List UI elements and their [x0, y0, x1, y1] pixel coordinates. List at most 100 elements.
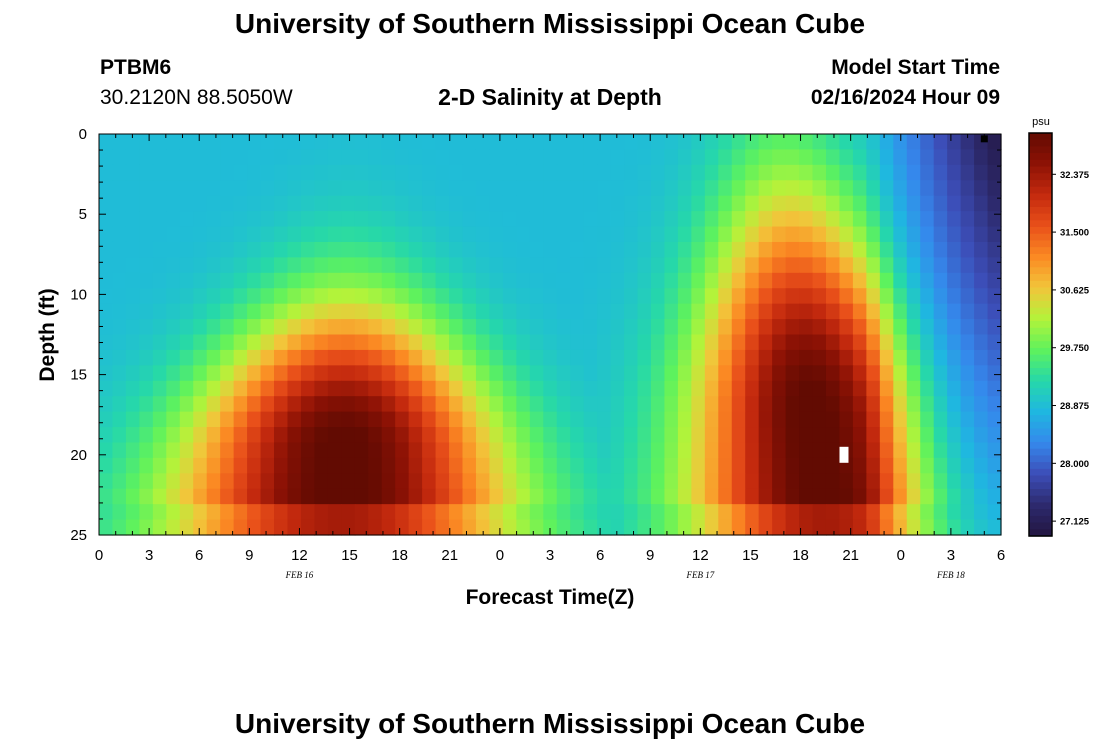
heatmap-cell	[529, 349, 544, 366]
heatmap-cell	[274, 334, 289, 351]
heatmap-cell	[395, 396, 410, 413]
heatmap-cell	[543, 488, 558, 505]
heatmap-cell	[435, 272, 450, 289]
heatmap-cell	[247, 349, 262, 366]
heatmap-cell	[193, 396, 208, 413]
heatmap-cell	[839, 349, 854, 366]
heatmap-cell	[395, 211, 410, 228]
heatmap-cell	[435, 180, 450, 197]
heatmap-cell	[556, 473, 571, 490]
heatmap-cell	[220, 380, 235, 397]
heatmap-cell	[583, 180, 598, 197]
heatmap-cell	[718, 457, 733, 474]
colorbar-swatch	[1029, 381, 1052, 389]
heatmap-cell	[799, 226, 814, 243]
heatmap-cell	[125, 180, 140, 197]
heatmap-cell	[677, 164, 692, 181]
heatmap-cell	[99, 365, 114, 382]
heatmap-cell	[610, 180, 625, 197]
heatmap-cell	[960, 488, 975, 505]
heatmap-cell	[933, 164, 948, 181]
heatmap-cell	[610, 134, 625, 151]
heatmap-cell	[502, 319, 517, 336]
heatmap-cell	[704, 288, 719, 305]
heatmap-cell	[758, 427, 773, 444]
heatmap-cell	[691, 195, 706, 212]
heatmap-cell	[422, 164, 437, 181]
heatmap-cell	[166, 211, 181, 228]
colorbar-swatch	[1029, 186, 1052, 195]
heatmap-cell	[327, 272, 342, 289]
heatmap-cell	[166, 349, 181, 366]
heatmap-cell	[947, 319, 962, 336]
heatmap-cell	[139, 211, 154, 228]
heatmap-cell	[435, 303, 450, 320]
heatmap-cell	[610, 519, 625, 536]
heatmap-cell	[893, 164, 908, 181]
heatmap-cell	[475, 488, 491, 505]
heatmap-cell	[745, 303, 760, 320]
heatmap-cell	[987, 241, 1002, 258]
y-tick-label: 15	[70, 367, 87, 384]
heatmap-cell	[947, 195, 962, 212]
heatmap-cell	[583, 288, 598, 305]
heatmap-cell	[314, 504, 329, 521]
heatmap-cell	[449, 272, 464, 289]
heatmap-cell	[610, 241, 625, 258]
heatmap-cell	[449, 365, 464, 382]
heatmap-cell	[260, 519, 275, 536]
heatmap-cell	[408, 334, 423, 351]
heatmap-cell	[920, 303, 935, 320]
heatmap-cell	[449, 504, 464, 521]
heatmap-cell	[381, 303, 396, 320]
heatmap-cell	[879, 396, 894, 413]
x-tick-label: 12	[692, 547, 709, 564]
heatmap-cell	[758, 226, 773, 243]
heatmap-cell	[772, 149, 787, 166]
heatmap-cell	[583, 149, 598, 166]
heatmap-cell	[704, 195, 719, 212]
heatmap-cell	[260, 164, 275, 181]
heatmap-cell	[920, 365, 935, 382]
heatmap-cell	[933, 488, 948, 505]
heatmap-cell	[449, 180, 464, 197]
heatmap-cell	[274, 149, 289, 166]
heatmap-cell	[637, 473, 652, 490]
heatmap-cell	[354, 211, 369, 228]
heatmap-cell	[543, 334, 558, 351]
heatmap-cell	[206, 334, 221, 351]
heatmap-cell	[879, 349, 894, 366]
heatmap-cell	[179, 272, 194, 289]
heatmap-cell	[624, 211, 639, 228]
heatmap-cell	[677, 319, 692, 336]
colorbar-swatch	[1029, 321, 1052, 329]
heatmap-cell	[799, 319, 814, 336]
heatmap-cell	[139, 226, 154, 243]
heatmap-cell	[691, 257, 706, 274]
heatmap-cell	[799, 519, 814, 536]
heatmap-cell	[825, 380, 841, 397]
heatmap-cell	[368, 257, 383, 274]
heatmap-cell	[650, 226, 666, 243]
heatmap-cell	[893, 365, 908, 382]
heatmap-cell	[987, 396, 1002, 413]
heatmap-cell	[381, 488, 396, 505]
heatmap-cell	[597, 164, 612, 181]
heatmap-cell	[233, 195, 248, 212]
heatmap-cell	[260, 226, 275, 243]
heatmap-cell	[624, 226, 639, 243]
heatmap-cell	[772, 488, 787, 505]
heatmap-cell	[543, 211, 558, 228]
heatmap-cell	[772, 195, 787, 212]
heatmap-cell	[381, 180, 396, 197]
heatmap-cell	[368, 164, 383, 181]
heatmap-cell	[381, 396, 396, 413]
heatmap-cell	[233, 519, 248, 536]
heatmap-cell	[947, 164, 962, 181]
heatmap-cell	[718, 519, 733, 536]
heatmap-cell	[852, 457, 867, 474]
heatmap-cell	[354, 504, 369, 521]
heatmap-cell	[354, 288, 369, 305]
heatmap-cell	[583, 303, 598, 320]
heatmap-cell	[112, 519, 127, 536]
